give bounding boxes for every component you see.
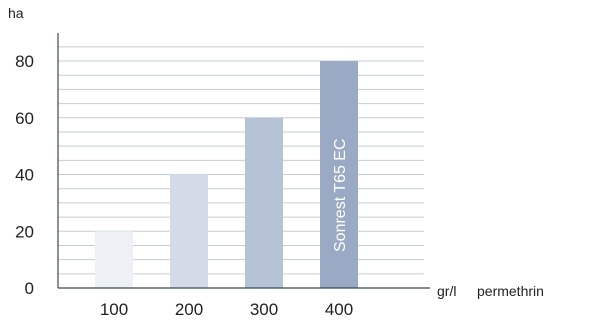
bar-400 — [320, 61, 358, 288]
x-tick-labels: 100 200 300 400 — [100, 300, 353, 319]
gridlines — [58, 46, 424, 275]
x-axis-unit-label: gr/l — [437, 283, 456, 299]
y-tick-label: 80 — [15, 52, 34, 71]
x-tick-label: 100 — [100, 300, 128, 319]
bar-300 — [245, 117, 283, 288]
bar-100 — [95, 231, 133, 288]
y-tick-label: 40 — [15, 166, 34, 185]
x-tick-label: 300 — [250, 300, 278, 319]
bars — [95, 61, 358, 288]
y-tick-label: 20 — [15, 222, 34, 241]
x-tick-label: 400 — [325, 300, 353, 319]
x-tick-label: 200 — [175, 300, 203, 319]
bar-200 — [170, 174, 208, 288]
y-tick-labels: 0 20 40 60 80 — [15, 52, 34, 298]
y-axis-label: ha — [8, 5, 24, 21]
y-tick-label: 0 — [25, 279, 34, 298]
axes — [57, 33, 430, 289]
bar-product-label: Sonrest T65 EC — [332, 138, 349, 252]
x-axis-label: permethrin — [477, 283, 544, 299]
y-tick-label: 60 — [15, 109, 34, 128]
